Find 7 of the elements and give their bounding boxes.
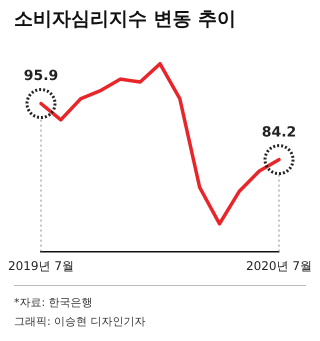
chart-title: 소비자심리지수 변동 추이 [14,7,236,32]
data-label: 95.9 [24,68,58,84]
x-tick-label: 2019년 7월 [8,258,74,273]
text: *자료: 한국은행 [14,295,94,311]
x-tick-label: 2020년 7월 [246,258,312,273]
data-label: 84.2 [262,124,296,140]
text: 그래픽: 이승현 디자인기자 [14,314,146,330]
